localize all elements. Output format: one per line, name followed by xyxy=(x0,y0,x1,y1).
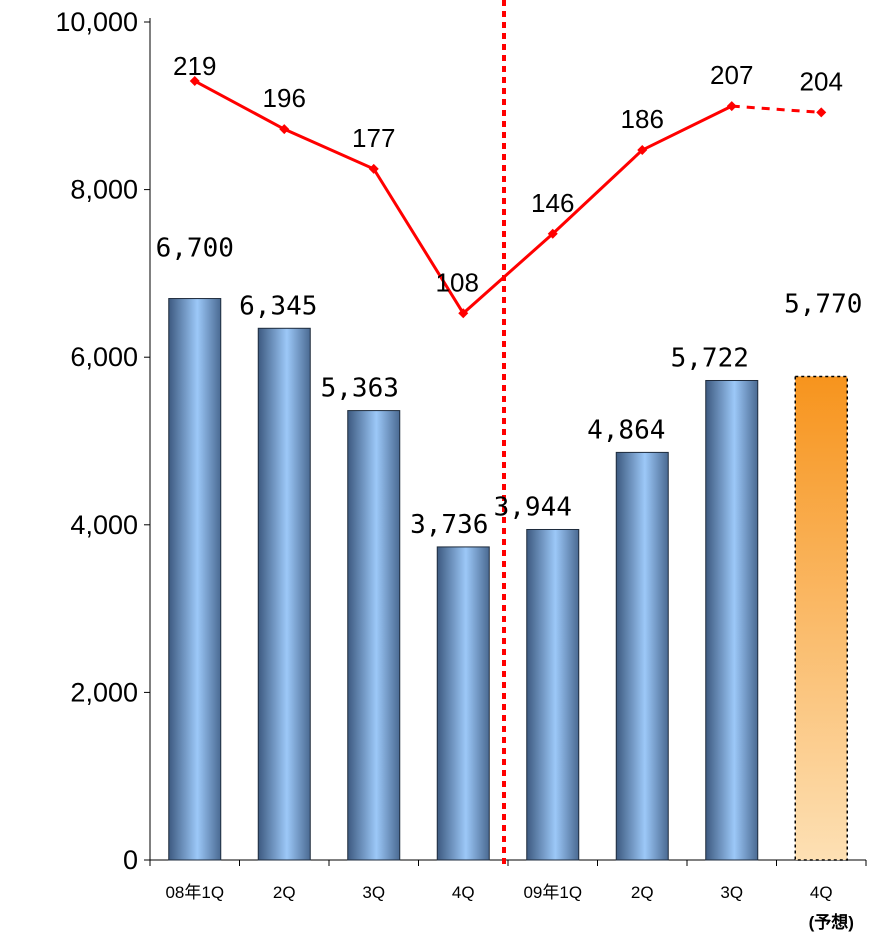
line-data-label: 204 xyxy=(800,66,843,96)
y-tick-label: 2,000 xyxy=(70,677,138,707)
bar-data-label: 3,944 xyxy=(494,492,572,522)
line-data-label: 186 xyxy=(621,104,664,134)
forecast-line-segment xyxy=(731,104,822,114)
x-tick-label: 09年1Q xyxy=(523,883,582,902)
x-tick-label: 4Q xyxy=(452,883,475,902)
line-marker xyxy=(368,163,379,174)
line-marker xyxy=(726,101,737,112)
y-tick-label: 0 xyxy=(123,845,138,875)
bar-data-label: 6,345 xyxy=(239,291,317,321)
y-tick-label: 8,000 xyxy=(70,175,138,205)
line-data-label: 196 xyxy=(263,83,306,113)
bar-series xyxy=(168,298,848,861)
line-marker xyxy=(637,145,648,156)
line-marker xyxy=(189,76,200,87)
forecast-bar xyxy=(794,375,848,861)
bar-data-label: 5,722 xyxy=(671,343,749,373)
bar xyxy=(436,546,490,861)
y-tick-label: 10,000 xyxy=(55,7,138,37)
line-data-label: 219 xyxy=(173,51,216,81)
bar-data-label: 5,770 xyxy=(784,289,862,319)
bar xyxy=(257,327,311,861)
x-tick-note: (予想) xyxy=(809,912,854,932)
bar-data-label: 6,700 xyxy=(156,234,234,264)
line-marker xyxy=(816,107,827,118)
x-tick-label: 2Q xyxy=(631,883,654,902)
bar xyxy=(168,298,222,861)
bar-data-label: 5,363 xyxy=(321,374,399,404)
bar xyxy=(705,379,759,861)
axes: 0 2,000 4,000 6,000 8,000 10,000 08年1Q 2Q 3Q 4Q 09… xyxy=(55,7,867,932)
line-marker xyxy=(547,228,558,239)
line-series xyxy=(189,76,827,319)
bar-data-label: 4,864 xyxy=(587,415,665,445)
x-tick-label: 2Q xyxy=(273,883,296,902)
x-tick-label: 4Q xyxy=(810,883,833,902)
line-marker xyxy=(279,124,290,135)
bar xyxy=(526,528,580,861)
line-data-label: 146 xyxy=(531,188,574,218)
x-tick-label: 3Q xyxy=(720,883,743,902)
bar xyxy=(615,451,669,861)
x-tick-label: 3Q xyxy=(362,883,385,902)
y-tick-label: 4,000 xyxy=(70,510,138,540)
line-data-label: 207 xyxy=(710,60,753,90)
line-marker xyxy=(458,308,469,319)
line-data-label: 177 xyxy=(352,123,395,153)
bar xyxy=(347,410,401,861)
bar-data-label: 3,736 xyxy=(410,510,488,540)
x-tick-label: 08年1Q xyxy=(165,883,224,902)
line-data-label: 108 xyxy=(436,267,479,297)
y-tick-label: 6,000 xyxy=(70,342,138,372)
